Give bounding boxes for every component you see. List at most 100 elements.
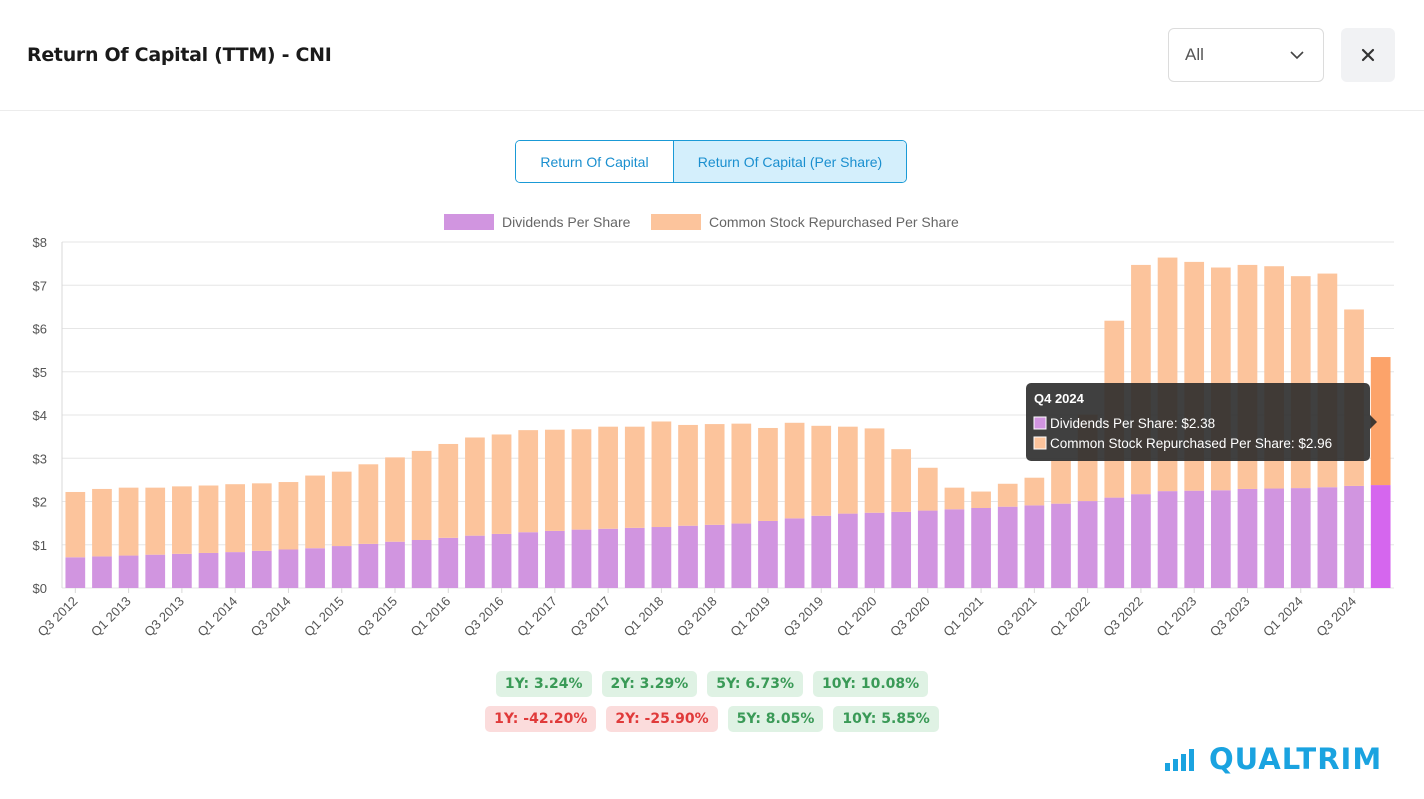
- bar-dividends: [305, 548, 325, 588]
- bar-dividends: [92, 556, 112, 588]
- period-select[interactable]: All: [1168, 28, 1324, 82]
- bar-repurchased: [731, 423, 752, 524]
- bar-repurchased: [571, 429, 592, 530]
- x-tick-label: Q3 2014: [248, 594, 294, 640]
- bar-dividends: [1317, 487, 1338, 588]
- period-select-value: All: [1185, 45, 1204, 64]
- bar-dividends: [358, 543, 379, 588]
- growth-badge: 1Y: 3.24%: [495, 671, 592, 697]
- bar-dividends: [891, 511, 912, 588]
- bar-dividends: [518, 532, 539, 588]
- x-tick-label: Q3 2019: [780, 594, 826, 640]
- qualtrim-logo: QUALTRIM: [1165, 742, 1382, 776]
- x-tick-label: Q1 2017: [514, 594, 560, 640]
- tooltip-swatch-repurchased: [1033, 436, 1047, 450]
- bar-dividends: [731, 523, 752, 588]
- bar-repurchased: [651, 421, 672, 528]
- bar-repurchased: [811, 425, 832, 516]
- tab-return-of-capital[interactable]: Return Of Capital: [516, 141, 674, 182]
- bar-dividends: [544, 530, 565, 588]
- legend-label-dividends: Dividends Per Share: [502, 214, 631, 230]
- bar-repurchased: [385, 457, 405, 542]
- y-tick-label: $2: [33, 495, 47, 510]
- bar-dividends: [331, 546, 352, 588]
- bar-repurchased: [784, 422, 805, 519]
- y-tick-label: $1: [33, 538, 47, 553]
- x-tick-label: Q1 2021: [940, 594, 986, 640]
- bar-dividends: [784, 518, 805, 588]
- bar-repurchased: [225, 484, 246, 553]
- close-button[interactable]: [1341, 28, 1395, 82]
- metric-toggle: Return Of Capital Return Of Capital (Per…: [515, 140, 907, 183]
- x-tick-label: Q3 2015: [354, 594, 400, 640]
- bar-chart-icon: [1165, 749, 1194, 771]
- bar-repurchased: [251, 483, 272, 551]
- modal-header: Return Of Capital (TTM) - CNI All: [0, 0, 1424, 111]
- bar-dividends: [225, 552, 246, 588]
- bar-dividends: [838, 513, 858, 588]
- bar-repurchased: [411, 450, 432, 540]
- bar-repurchased: [118, 487, 139, 556]
- bar-repurchased: [1051, 460, 1071, 504]
- bar-repurchased: [305, 475, 325, 549]
- bar-dividends: [704, 524, 725, 588]
- bar-dividends: [251, 550, 272, 588]
- x-tick-label: Q1 2019: [727, 594, 773, 640]
- bar-repurchased: [1370, 357, 1391, 486]
- growth-badge: 2Y: 3.29%: [601, 671, 698, 697]
- bar-repurchased: [704, 424, 725, 525]
- bar-repurchased: [518, 430, 539, 533]
- bar-dividends: [598, 528, 618, 588]
- bar-dividends: [971, 507, 991, 588]
- bar-repurchased: [917, 467, 938, 511]
- bar-dividends: [624, 527, 645, 588]
- bar-repurchased: [544, 429, 565, 531]
- tab-return-of-capital-per-share[interactable]: Return Of Capital (Per Share): [674, 141, 906, 182]
- bar-repurchased: [465, 437, 485, 536]
- x-tick-label: Q1 2024: [1260, 594, 1306, 640]
- bar-dividends: [758, 520, 778, 588]
- bar-repurchased: [278, 482, 299, 550]
- x-tick-label: Q1 2018: [621, 594, 667, 640]
- y-tick-label: $6: [33, 322, 47, 337]
- bar-dividends: [1237, 488, 1258, 588]
- x-tick-label: Q1 2014: [194, 594, 240, 640]
- y-tick-label: $0: [33, 581, 47, 596]
- bar-repurchased: [944, 487, 965, 510]
- bar-dividends: [1210, 490, 1231, 588]
- y-tick-label: $8: [33, 235, 47, 250]
- x-tick-label: Q3 2022: [1100, 594, 1146, 640]
- bar-repurchased: [92, 488, 112, 557]
- tooltip-box: [1026, 383, 1370, 461]
- bar-repurchased: [145, 487, 166, 555]
- x-tick-label: Q1 2023: [1153, 594, 1199, 640]
- growth-badges-row-dividends: 1Y: 3.24% 2Y: 3.29% 5Y: 6.73% 10Y: 10.08%: [0, 671, 1424, 697]
- logo-text: QUALTRIM: [1209, 742, 1383, 776]
- bar-repurchased: [624, 426, 645, 528]
- x-tick-label: Q3 2021: [994, 594, 1040, 640]
- bar-dividends: [1344, 485, 1364, 588]
- x-tick-label: Q1 2016: [408, 594, 454, 640]
- bar-dividends: [491, 533, 512, 588]
- bar-dividends: [1104, 497, 1125, 588]
- legend-label-repurchased: Common Stock Repurchased Per Share: [709, 214, 959, 230]
- growth-badge: 2Y: -25.90%: [606, 706, 718, 732]
- bar-repurchased: [438, 443, 459, 538]
- x-tick-label: Q3 2018: [674, 594, 720, 640]
- close-icon: [1361, 48, 1375, 62]
- bar-dividends: [1051, 503, 1071, 588]
- bar-dividends: [917, 510, 938, 588]
- bar-dividends: [118, 555, 139, 588]
- x-tick-label: Q3 2023: [1207, 594, 1253, 640]
- bar-dividends: [1157, 491, 1178, 588]
- tooltip-line-repurchased: Common Stock Repurchased Per Share: $2.9…: [1050, 436, 1332, 451]
- x-tick-label: Q1 2022: [1047, 594, 1093, 640]
- y-tick-label: $4: [33, 408, 47, 423]
- bar-dividends: [465, 535, 485, 588]
- y-tick-label: $7: [33, 278, 47, 293]
- x-tick-label: Q3 2013: [141, 594, 187, 640]
- bar-dividends: [198, 552, 219, 588]
- bar-dividends: [944, 509, 965, 588]
- stacked-bar-chart[interactable]: Dividends Per Share Common Stock Repurcha…: [0, 200, 1424, 665]
- bar-repurchased: [891, 449, 912, 512]
